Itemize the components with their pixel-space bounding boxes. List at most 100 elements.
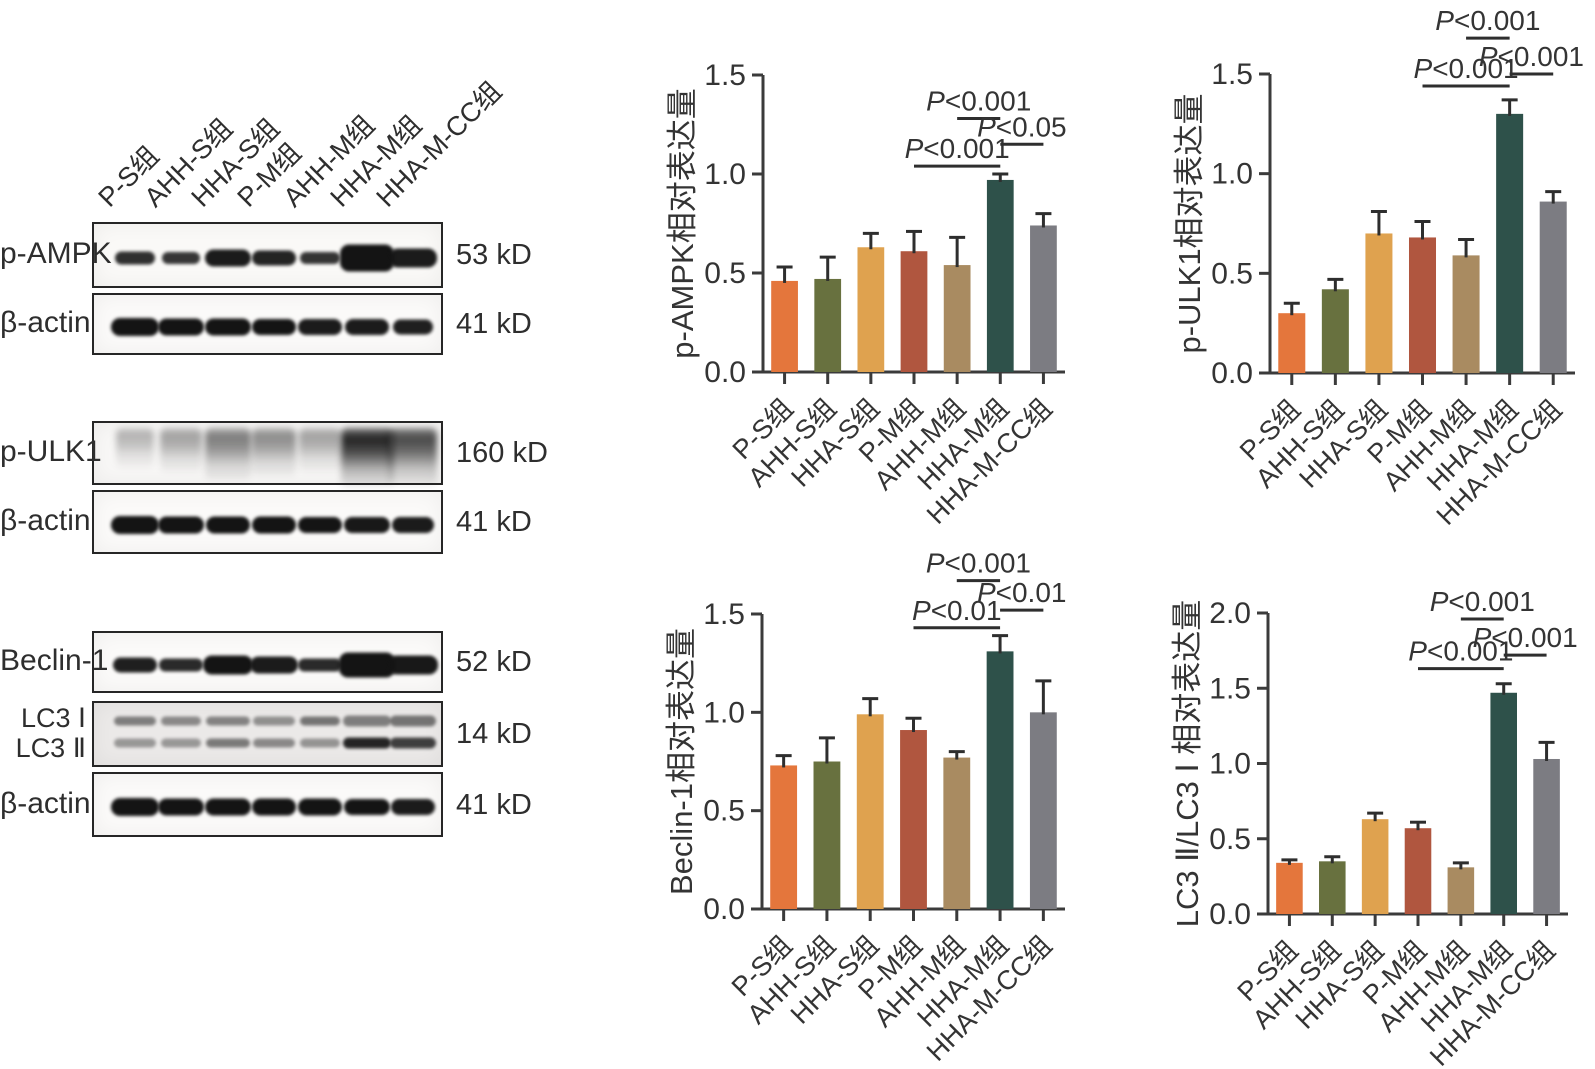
bar-hha-m-cc组 [1533, 758, 1560, 914]
blot-band-smear [340, 428, 393, 488]
blot-band-smear [160, 428, 203, 472]
blot-band [202, 655, 253, 675]
protein-label-line: Beclin-1 [0, 644, 109, 677]
blot-band [205, 516, 250, 534]
y-tick-label: 1.0 [703, 696, 745, 729]
chart-beclin-1: 0.00.51.01.5Beclin-1相对表达量P-S组AHH-S组HHA-S… [664, 548, 1067, 1067]
y-tick-label: 0.5 [1209, 823, 1251, 856]
bar-ahh-m组 [1452, 255, 1480, 373]
blot-band [115, 251, 155, 265]
protein-label-actin: β-actin [0, 306, 91, 339]
bar-hha-s组 [857, 247, 885, 372]
blot-band-lc3-1 [205, 716, 250, 726]
mw-label-41-kd: 41 kD [456, 308, 532, 340]
blot-band [251, 516, 296, 534]
y-tick-label: 0.0 [704, 356, 746, 389]
blot-band [298, 658, 343, 672]
bar-hha-m组 [986, 651, 1014, 909]
bar-hha-s组 [1365, 233, 1393, 373]
blot-box-lc3-lc3 [92, 701, 443, 767]
sig-label: P<0.001 [1435, 5, 1540, 36]
blot-band [204, 318, 251, 336]
bar-ahh-m组 [943, 757, 971, 909]
blot-band-lc3-1 [252, 716, 295, 726]
y-tick-label: 0.0 [1211, 357, 1253, 390]
blot-band [300, 251, 341, 264]
sig-label: P<0.001 [1479, 41, 1584, 72]
blot-box-actin [92, 490, 443, 554]
bar-p-m组 [900, 251, 928, 372]
blot-band-lc3-2 [389, 737, 436, 749]
blot-box-p-ampk [92, 222, 443, 288]
protein-label-line: p-AMPK [0, 237, 112, 270]
bar-p-m组 [900, 730, 927, 909]
blot-band [251, 250, 296, 266]
blot-band-smear [204, 428, 251, 480]
bar-ahh-s组 [813, 761, 841, 909]
y-axis-title: p-ULK1相对表达量 [1172, 93, 1207, 353]
blot-band [251, 318, 296, 335]
protein-label-p-ulk1: p-ULK1 [0, 435, 102, 468]
y-tick-label: 2.0 [1209, 597, 1251, 630]
blot-box-p-ulk1 [92, 421, 443, 488]
y-tick-label: 1.0 [1211, 158, 1253, 191]
protein-label-line: LC3 Ⅰ [21, 703, 86, 733]
bar-hha-m-cc组 [1539, 201, 1567, 373]
blot-band [339, 244, 394, 272]
blot-band-smear [251, 428, 296, 476]
blot-band [251, 798, 296, 816]
y-tick-label: 1.5 [704, 59, 746, 92]
bar-ahh-s组 [1321, 289, 1349, 373]
blot-band [162, 251, 201, 264]
y-tick-label: 1.0 [704, 158, 746, 191]
protein-label-line: β-actin [0, 786, 91, 820]
blot-band [387, 655, 438, 675]
blot-band [338, 652, 395, 678]
blot-band-lc3-2 [342, 737, 391, 749]
bar-hha-m组 [986, 179, 1014, 372]
sig-label: P<0.01 [912, 595, 1002, 626]
protein-label-line: LC3 Ⅱ [15, 732, 86, 763]
y-tick-label: 0.0 [703, 893, 745, 926]
protein-label-line: β-actin [0, 504, 91, 537]
blot-band [392, 319, 433, 335]
blot-band [204, 798, 251, 816]
sig-label: P<0.001 [926, 86, 1031, 117]
protein-label-beclin-1: Beclin-1 [0, 644, 109, 677]
mw-label-41-kd: 41 kD [456, 506, 532, 538]
blot-band [159, 658, 204, 672]
protein-label-line: β-actin [0, 306, 91, 339]
bar-ahh-s组 [814, 278, 842, 372]
sig-label: P<0.001 [926, 548, 1031, 579]
blot-band-lc3-1 [342, 715, 391, 727]
chart-p-ampk: 0.00.51.01.5p-AMPK相对表达量P-S组AHH-S组HHA-S组P… [665, 59, 1067, 530]
y-axis-title: p-AMPK相对表达量 [665, 88, 700, 358]
bar-p-m组 [1404, 828, 1432, 914]
mw-label-53-kd: 53 kD [456, 239, 532, 271]
blot-band [343, 516, 390, 533]
sig-label: P<0.01 [977, 577, 1067, 608]
blot-band [391, 516, 434, 533]
blot-band [344, 318, 389, 335]
protein-label-actin: β-actin [0, 504, 91, 537]
protein-label-lc3-lc3: LC3 Ⅰ LC3 Ⅱ [0, 703, 86, 763]
mw-label-160-kd: 160 kD [456, 437, 548, 469]
bar-p-s组 [1278, 313, 1306, 373]
bar-ahh-m组 [943, 265, 971, 372]
bar-hha-m组 [1496, 113, 1524, 373]
blot-band [390, 799, 435, 816]
bar-hha-m-cc组 [1029, 712, 1057, 909]
y-tick-label: 0.5 [703, 795, 745, 828]
bar-hha-s组 [1361, 819, 1389, 914]
blot-band [204, 249, 251, 267]
y-tick-label: 0.0 [1209, 898, 1251, 931]
mw-label-14-kd: 14 kD [456, 718, 532, 750]
blot-band-lc3-1 [300, 716, 341, 726]
chart-p-ulk1: 0.00.51.01.5p-ULK1相对表达量P-S组AHH-S组HHA-S组P… [1172, 5, 1584, 531]
y-axis-title: LC3 Ⅱ/LC3 Ⅰ 相对表达量 [1170, 600, 1205, 928]
sig-label: P<0.05 [977, 111, 1067, 142]
blot-box-actin [92, 772, 443, 837]
blot-band-smear [388, 428, 437, 486]
